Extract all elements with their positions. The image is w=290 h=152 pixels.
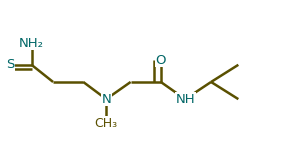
Text: O: O (155, 54, 166, 67)
Text: N: N (101, 93, 111, 106)
Text: CH₃: CH₃ (95, 116, 118, 130)
Text: NH: NH (175, 93, 195, 106)
Text: S: S (6, 58, 14, 71)
Text: NH₂: NH₂ (19, 37, 44, 50)
